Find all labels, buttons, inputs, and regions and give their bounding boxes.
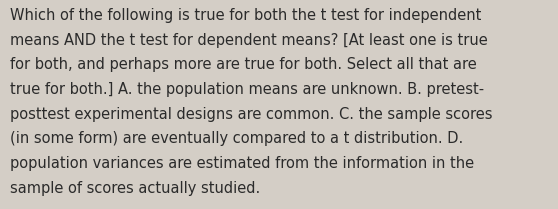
Text: (in some form) are eventually compared to a t distribution. D.: (in some form) are eventually compared t… bbox=[10, 131, 463, 146]
Text: true for both.] A. the population means are unknown. B. pretest-: true for both.] A. the population means … bbox=[10, 82, 484, 97]
Text: posttest experimental designs are common. C. the sample scores: posttest experimental designs are common… bbox=[10, 107, 493, 122]
Text: means AND the t test for dependent means? [At least one is true: means AND the t test for dependent means… bbox=[10, 33, 488, 48]
Text: Which of the following is true for both the t test for independent: Which of the following is true for both … bbox=[10, 8, 482, 23]
Text: population variances are estimated from the information in the: population variances are estimated from … bbox=[10, 156, 474, 171]
Text: sample of scores actually studied.: sample of scores actually studied. bbox=[10, 181, 260, 196]
Text: for both, and perhaps more are true for both. Select all that are: for both, and perhaps more are true for … bbox=[10, 57, 477, 72]
